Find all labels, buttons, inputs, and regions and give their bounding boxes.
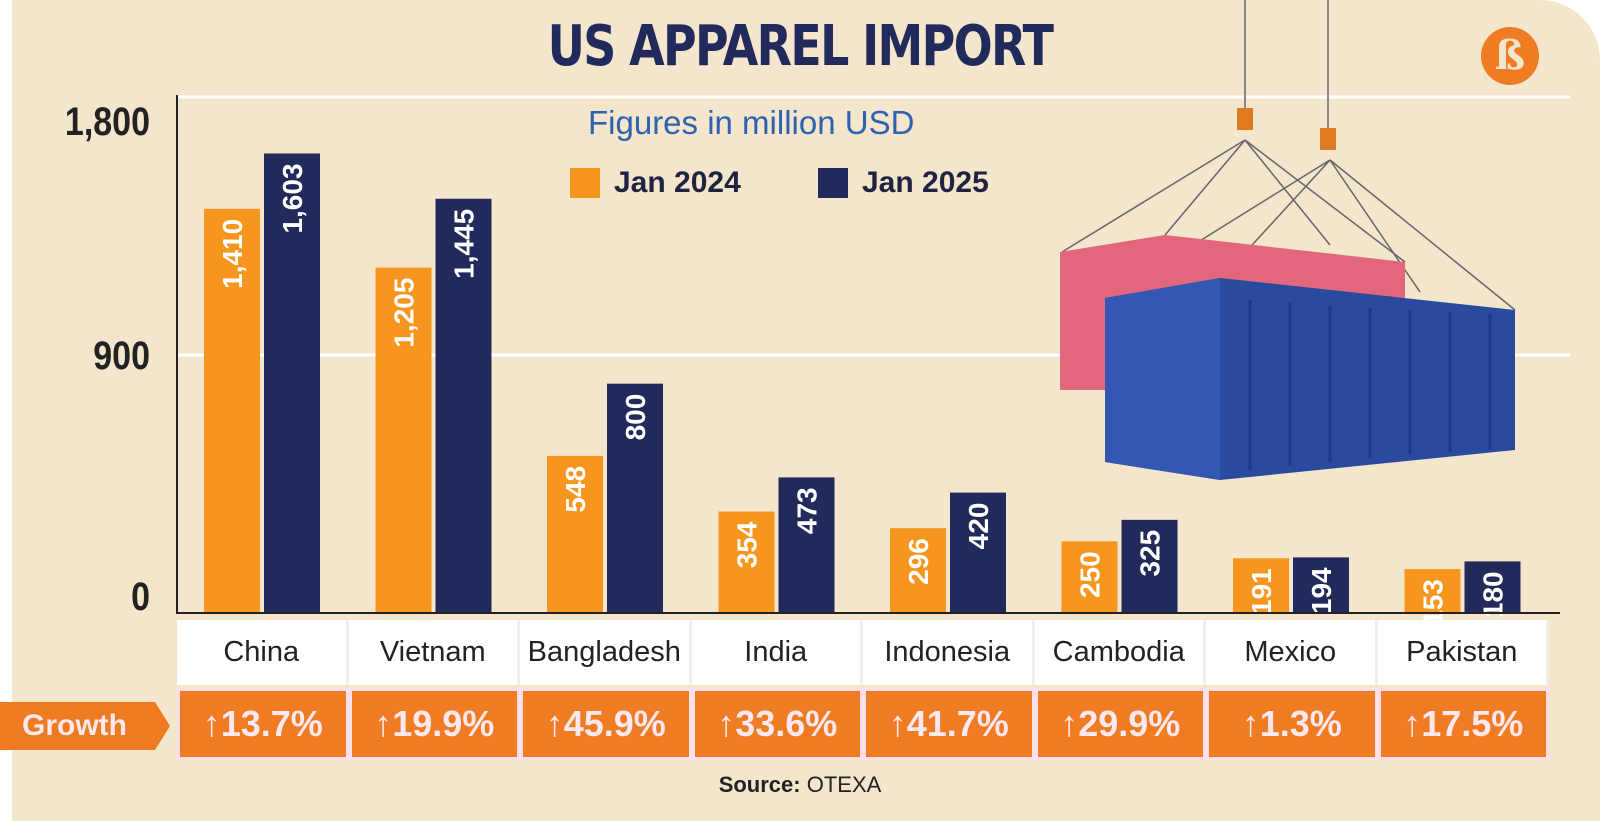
bar-value-label: 800	[620, 394, 651, 441]
bar-value-label: 191	[1246, 568, 1277, 615]
bar-value-label: 1,445	[449, 209, 480, 279]
category-label: Pakistan	[1377, 620, 1549, 685]
bar-cambodia-jan-2024	[1061, 541, 1118, 613]
bar-value-label: 473	[792, 487, 823, 534]
growth-value: ↑45.9%	[520, 688, 692, 760]
chart-title: US APPAREL IMPORT	[547, 14, 1054, 79]
bar-china-jan-2025	[264, 153, 320, 613]
bar-indonesia-jan-2025	[950, 492, 1006, 613]
bar-pakistan-jan-2024	[1404, 569, 1461, 613]
category-label: Vietnam	[348, 620, 520, 685]
bar-value-label: 548	[560, 466, 591, 513]
bar-value-label: 180	[1478, 571, 1509, 618]
legend-swatch	[570, 168, 600, 198]
legend-label: Jan 2024	[614, 166, 741, 199]
shipping-containers-illustration	[1060, 0, 1516, 480]
legend-label: Jan 2025	[862, 166, 989, 199]
category-label: Bangladesh	[520, 620, 692, 685]
growth-value: ↑17.5%	[1377, 688, 1549, 760]
bar-value-label: 325	[1135, 530, 1166, 577]
bar-india-jan-2025	[778, 477, 835, 613]
source-label: Source:	[718, 772, 801, 797]
y-tick-label: 1,800	[64, 100, 150, 144]
brand-logo: ß	[1481, 27, 1539, 85]
legend-item-jan-2024: Jan 2024	[570, 166, 741, 200]
source-note: Source: OTEXA	[0, 772, 1600, 798]
category-label: China	[177, 620, 349, 685]
bar-bangladesh-jan-2024	[547, 455, 603, 613]
source-value: OTEXA	[806, 772, 882, 797]
y-tick-label: 0	[131, 575, 150, 619]
bar-cambodia-jan-2025	[1121, 519, 1178, 613]
bar-indonesia-jan-2024	[890, 528, 946, 613]
bar-mexico-jan-2025	[1293, 557, 1349, 613]
growth-value: ↑33.6%	[691, 688, 863, 760]
bar-pakistan-jan-2025	[1464, 561, 1521, 613]
category-label: Cambodia	[1034, 620, 1206, 685]
bar-india-jan-2024	[718, 511, 775, 613]
bar-value-label: 153	[1418, 579, 1449, 626]
chart-subtitle: Figures in million USD	[588, 104, 915, 141]
bar-vietnam-jan-2025	[435, 198, 492, 613]
bar-value-label: 1,410	[217, 219, 248, 289]
legend-item-jan-2025: Jan 2025	[818, 166, 989, 200]
growth-row-label: Growth	[0, 702, 170, 750]
bar-china-jan-2024	[204, 208, 260, 614]
growth-value: ↑41.7%	[863, 688, 1035, 760]
growth-value: ↑1.3%	[1206, 688, 1378, 760]
category-label: Mexico	[1206, 620, 1378, 685]
bar-mexico-jan-2024	[1233, 558, 1289, 613]
category-label: Indonesia	[863, 620, 1035, 685]
bar-value-label: 1,205	[389, 278, 420, 348]
legend-swatch	[818, 168, 848, 198]
bar-value-label: 194	[1306, 567, 1337, 614]
bar-value-label: 296	[903, 538, 934, 585]
category-label: India	[691, 620, 863, 685]
bar-value-label: 1,603	[277, 163, 308, 233]
growth-value: ↑13.7%	[177, 688, 349, 760]
bar-bangladesh-jan-2025	[607, 383, 663, 613]
bar-vietnam-jan-2024	[375, 267, 432, 613]
bar-value-label: 420	[963, 503, 994, 550]
growth-value: ↑19.9%	[348, 688, 520, 760]
y-tick-label: 900	[93, 334, 150, 378]
bar-value-label: 250	[1075, 551, 1106, 598]
growth-value: ↑29.9%	[1034, 688, 1206, 760]
bar-value-label: 354	[732, 521, 763, 568]
